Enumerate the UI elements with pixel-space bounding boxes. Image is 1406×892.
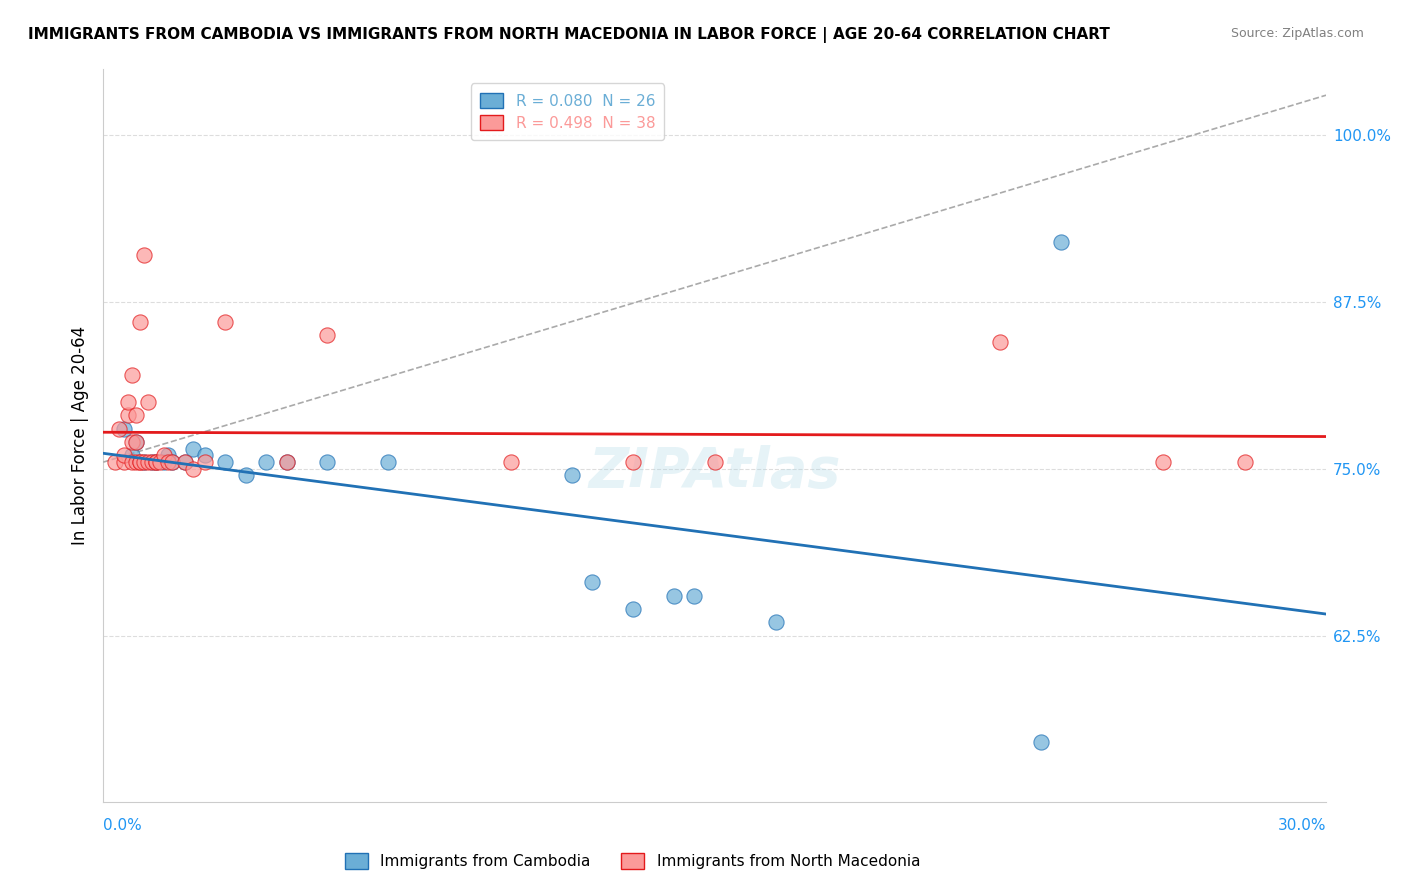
Point — [121, 368, 143, 383]
Point — [683, 589, 706, 603]
Point — [499, 455, 522, 469]
Point — [235, 468, 257, 483]
Point — [136, 455, 159, 469]
Point — [581, 575, 603, 590]
Point — [128, 455, 150, 469]
Point — [125, 455, 148, 469]
Point — [162, 455, 184, 469]
Point — [117, 395, 139, 409]
Point — [128, 315, 150, 329]
Point — [181, 442, 204, 456]
Point — [125, 409, 148, 423]
Point — [145, 455, 167, 469]
Point — [112, 455, 135, 469]
Point — [181, 462, 204, 476]
Point — [276, 455, 298, 469]
Point — [149, 455, 172, 469]
Point — [765, 615, 787, 630]
Point — [157, 449, 180, 463]
Point — [104, 455, 127, 469]
Point — [1233, 455, 1256, 469]
Point — [988, 334, 1011, 349]
Point — [254, 455, 277, 469]
Point — [316, 328, 339, 343]
Point — [128, 455, 150, 469]
Point — [162, 455, 184, 469]
Point — [316, 455, 339, 469]
Point — [621, 602, 644, 616]
Point — [121, 435, 143, 450]
Point — [214, 455, 236, 469]
Point — [1152, 455, 1174, 469]
Point — [141, 455, 163, 469]
Point — [173, 455, 195, 469]
Point — [121, 455, 143, 469]
Point — [132, 455, 155, 469]
Point — [703, 455, 725, 469]
Point — [377, 455, 399, 469]
Point — [276, 455, 298, 469]
Point — [1029, 735, 1052, 749]
Point — [153, 449, 176, 463]
Point — [194, 449, 217, 463]
Text: IMMIGRANTS FROM CAMBODIA VS IMMIGRANTS FROM NORTH MACEDONIA IN LABOR FORCE | AGE: IMMIGRANTS FROM CAMBODIA VS IMMIGRANTS F… — [28, 27, 1109, 43]
Text: 0.0%: 0.0% — [103, 819, 142, 833]
Legend: R = 0.080  N = 26, R = 0.498  N = 38: R = 0.080 N = 26, R = 0.498 N = 38 — [471, 84, 665, 140]
Point — [112, 449, 135, 463]
Point — [121, 449, 143, 463]
Point — [125, 435, 148, 450]
Point — [108, 422, 131, 436]
Point — [153, 455, 176, 469]
Legend: Immigrants from Cambodia, Immigrants from North Macedonia: Immigrants from Cambodia, Immigrants fro… — [339, 847, 927, 875]
Point — [125, 435, 148, 450]
Text: ZIPAtlas: ZIPAtlas — [588, 445, 841, 500]
Point — [132, 248, 155, 262]
Point — [157, 455, 180, 469]
Point — [1050, 235, 1073, 249]
Text: Source: ZipAtlas.com: Source: ZipAtlas.com — [1230, 27, 1364, 40]
Point — [136, 395, 159, 409]
Text: 30.0%: 30.0% — [1278, 819, 1326, 833]
Point — [621, 455, 644, 469]
Point — [145, 455, 167, 469]
Y-axis label: In Labor Force | Age 20-64: In Labor Force | Age 20-64 — [72, 326, 89, 545]
Point — [141, 455, 163, 469]
Point — [112, 422, 135, 436]
Point — [194, 455, 217, 469]
Point — [561, 468, 583, 483]
Point — [662, 589, 685, 603]
Point — [214, 315, 236, 329]
Point — [117, 409, 139, 423]
Point — [145, 455, 167, 469]
Point — [173, 455, 195, 469]
Point — [132, 455, 155, 469]
